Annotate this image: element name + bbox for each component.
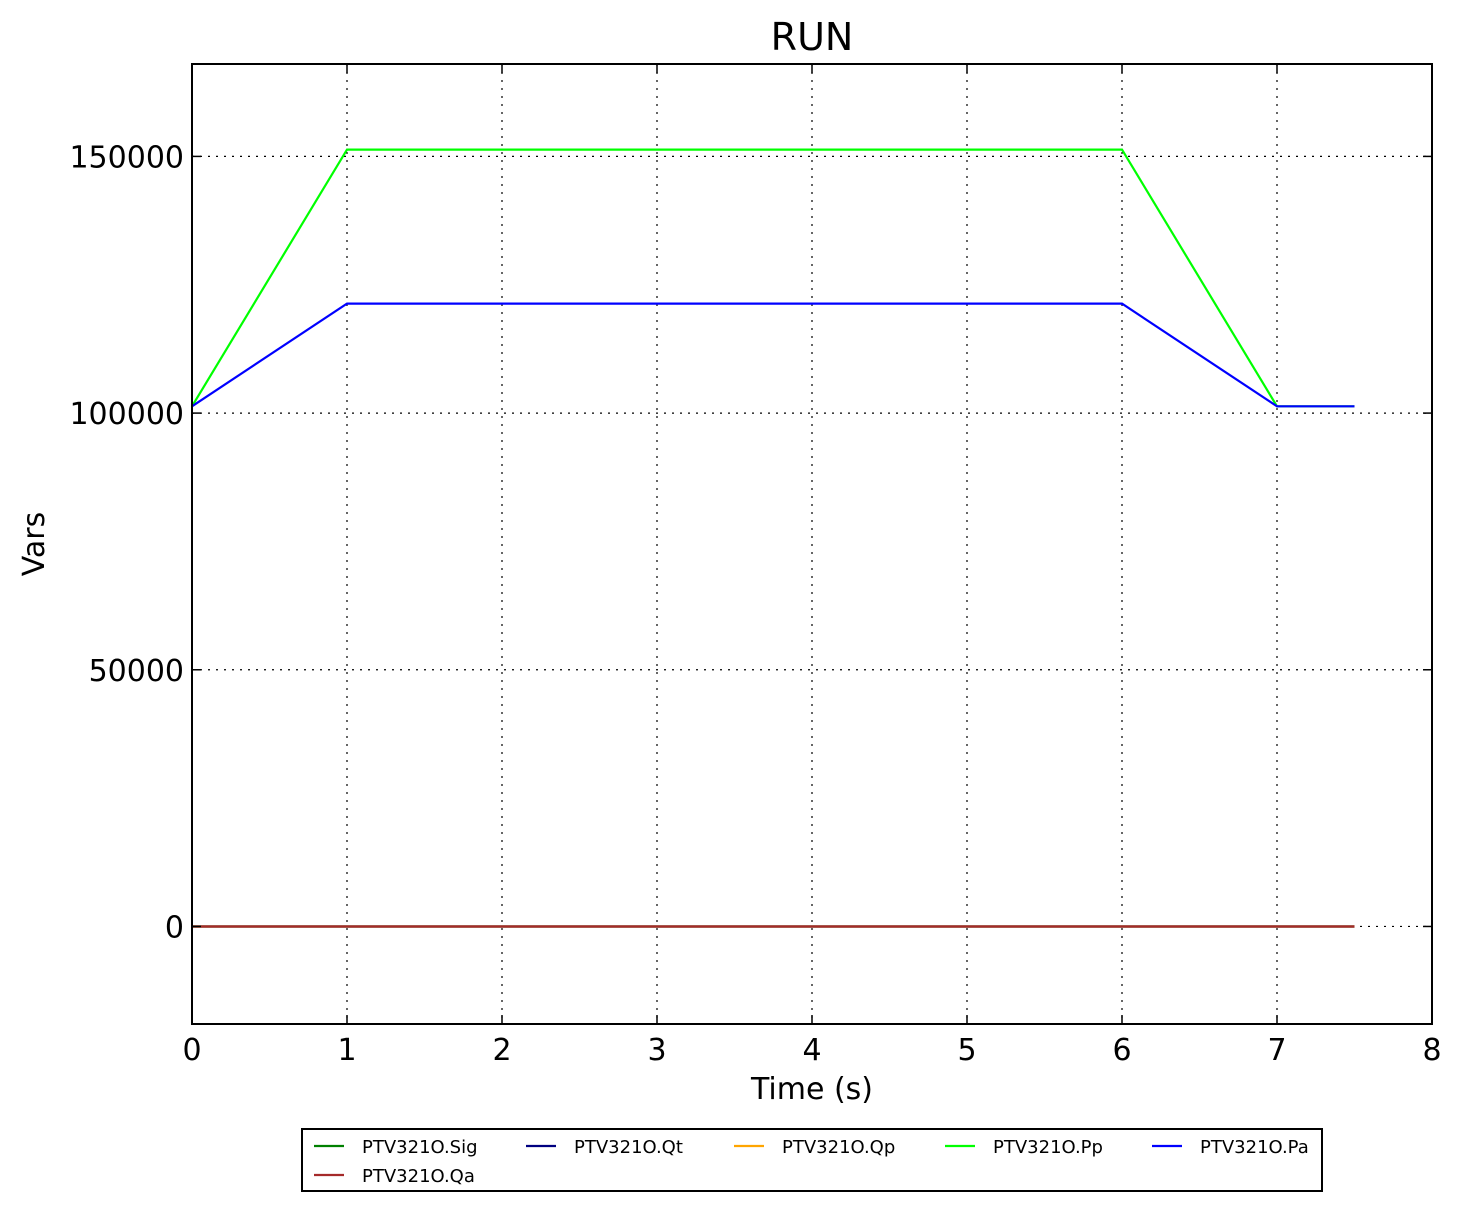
x-tick-label: 3 <box>647 1033 666 1068</box>
legend-box <box>301 1128 1323 1192</box>
y-tick-label: 50000 <box>89 654 184 689</box>
legend-label-ptv321o-sig: PTV321O.Sig <box>362 1137 478 1158</box>
legend-entries: PTV321O.Sig PTV321O.Qt PTV321O.Qp PTV321O.P… <box>314 1137 1309 1187</box>
axis-ticks: 0 1 2 3 4 5 6 7 8 0 50000 100000 150000 <box>69 64 1442 1068</box>
legend: PTV321O.Sig PTV321O.Qt PTV321O.Qp PTV321O.P… <box>301 1128 1323 1192</box>
legend-label-ptv321o-pa: PTV321O.Pa <box>1200 1137 1309 1158</box>
chart-title: RUN <box>771 15 854 59</box>
y-axis-label: Vars <box>17 512 52 577</box>
legend-label-ptv321o-qp: PTV321O.Qp <box>782 1137 895 1158</box>
legend-label-ptv321o-pp: PTV321O.Pp <box>993 1137 1103 1158</box>
grid <box>191 64 1433 1024</box>
series-line-ptv321o-pa <box>191 302 1355 408</box>
x-tick-label: 1 <box>337 1033 356 1068</box>
y-tick-label: 100000 <box>69 397 184 432</box>
y-tick-label: 150000 <box>69 140 184 175</box>
x-tick-label: 2 <box>492 1033 511 1068</box>
x-tick-label: 4 <box>802 1033 821 1068</box>
x-tick-label: 6 <box>1112 1033 1131 1068</box>
x-axis-label: Time (s) <box>750 1072 873 1107</box>
series-lines <box>191 148 1355 928</box>
y-tick-label: 0 <box>165 910 184 945</box>
series-line-ptv321o-pp <box>191 148 1355 408</box>
x-tick-label: 0 <box>182 1033 201 1068</box>
x-tick-label: 8 <box>1422 1033 1441 1068</box>
x-tick-label: 7 <box>1267 1033 1286 1068</box>
legend-label-ptv321o-qt: PTV321O.Qt <box>574 1137 683 1158</box>
legend-label-ptv321o-qa: PTV321O.Qa <box>362 1166 475 1187</box>
x-tick-label: 5 <box>957 1033 976 1068</box>
